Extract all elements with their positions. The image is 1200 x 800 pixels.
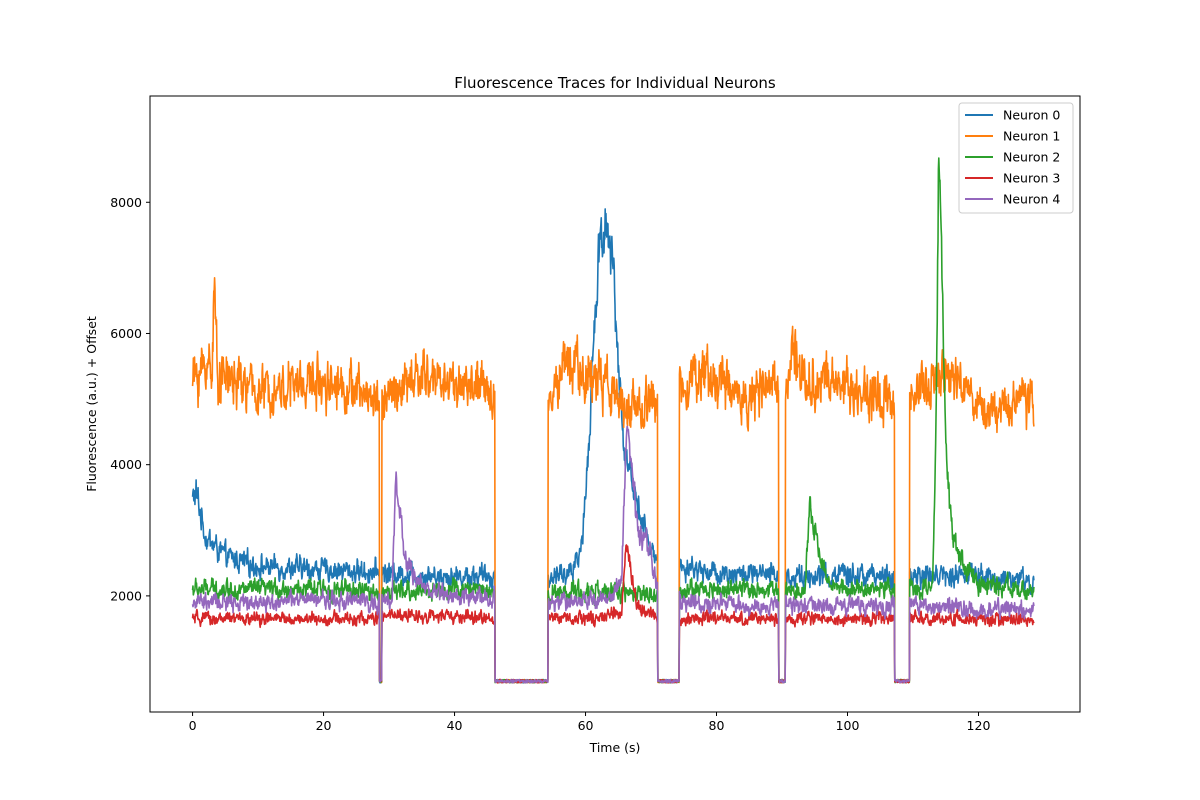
legend-label: Neuron 1 (1003, 129, 1060, 144)
legend-label: Neuron 2 (1003, 150, 1060, 165)
chart-title: Fluorescence Traces for Individual Neuro… (454, 74, 776, 92)
series-line-neuron-0 (191, 208, 1035, 684)
y-tick-label: 4000 (110, 457, 142, 472)
legend-label: Neuron 3 (1003, 171, 1060, 186)
legend-label: Neuron 0 (1003, 108, 1060, 123)
x-axis-label: Time (s) (589, 740, 641, 755)
legend: Neuron 0 Neuron 1 Neuron 2 Neuron 3 Neuron 4 (958, 102, 1074, 214)
x-tick-label: 80 (709, 718, 725, 733)
series-line-neuron-1 (191, 277, 1035, 684)
x-tick-label: 60 (578, 718, 594, 733)
x-tick-label: 0 (189, 718, 197, 733)
series-line-neuron-4 (191, 425, 1035, 684)
y-axis: 2000 4000 6000 8000 (110, 195, 150, 603)
series-layer (191, 157, 1035, 684)
x-tick-label: 100 (836, 718, 860, 733)
y-tick-label: 2000 (110, 588, 142, 603)
legend-box (958, 102, 1074, 214)
y-axis-label: Fluorescence (a.u.) + Offset (84, 316, 99, 492)
x-tick-label: 40 (447, 718, 463, 733)
y-tick-label: 6000 (110, 326, 142, 341)
legend-label: Neuron 4 (1003, 192, 1060, 207)
x-tick-label: 120 (967, 718, 991, 733)
x-axis: 0 20 40 60 80 100 120 (189, 712, 991, 733)
plot-frame (149, 95, 1081, 713)
x-tick-label: 20 (316, 718, 332, 733)
y-tick-label: 8000 (110, 195, 142, 210)
